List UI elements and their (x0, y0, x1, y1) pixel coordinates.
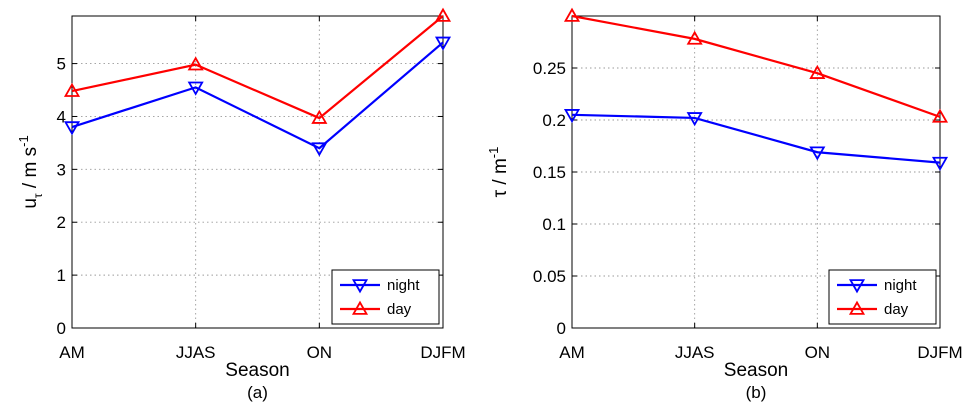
data-point-night (187, 81, 204, 96)
y-axis-label: τ / m-1 (486, 147, 511, 198)
x-tick-label: AM (59, 343, 85, 362)
y-tick-label: 0.2 (542, 111, 566, 130)
data-point-night (931, 156, 949, 171)
data-point-night (63, 121, 81, 136)
series-line-day (571, 14, 941, 118)
y-tick-label: 5 (57, 55, 66, 74)
y-tick-label: 4 (57, 107, 66, 126)
series-day (63, 7, 452, 124)
y-axis-label-sup: -1 (486, 147, 501, 159)
series-day (563, 7, 949, 123)
data-point-day (686, 30, 703, 45)
legend-box (828, 269, 937, 325)
data-point-night (311, 142, 328, 157)
grid (72, 16, 443, 328)
y-tick-label: 0 (57, 319, 66, 338)
x-tick-label: ON (805, 343, 831, 362)
x-tick-label: ON (307, 343, 333, 362)
y-axis-label: uτ / m s-1 (16, 135, 45, 208)
y-tick-label: 0.1 (542, 215, 566, 234)
y-tick-label: 0.15 (533, 163, 566, 182)
legend-box (331, 269, 440, 325)
legend-marker-night (848, 279, 866, 294)
legend-label-day: day (884, 301, 909, 318)
series-line-night (571, 113, 941, 164)
panel-label: (a) (247, 383, 268, 402)
y-axis-label-unit: / m s (20, 147, 41, 193)
legend-marker-night (351, 279, 369, 294)
data-point-day (311, 109, 328, 124)
panel-b: 0 0.05 0.1 0.15 0.2 0.25 AM JJAS ON DJFM night day S… (486, 7, 963, 402)
data-point-night (434, 36, 452, 51)
series-line-night (71, 41, 444, 150)
data-point-night (686, 112, 703, 127)
data-point-night (809, 146, 826, 161)
legend-label-night: night (387, 277, 420, 294)
legend-marker-day (848, 300, 866, 315)
y-axis-label-base: τ (490, 189, 511, 197)
y-tick-label: 2 (57, 213, 66, 232)
data-point-night (563, 109, 581, 124)
legend-label-night: night (884, 277, 917, 294)
data-point-day (63, 82, 81, 97)
legend-marker-day (351, 300, 369, 315)
y-axis-label-base: u (20, 198, 41, 209)
y-tick-label: 0.25 (533, 59, 566, 78)
y-axis-label-unit: / m (490, 158, 511, 190)
series-night (563, 109, 949, 171)
x-tick-label: JJAS (176, 343, 216, 362)
panel-label: (b) (746, 383, 767, 402)
data-point-day (563, 7, 581, 22)
x-axis-label: Season (724, 360, 788, 381)
x-axis-label: Season (225, 360, 289, 381)
y-tick-label: 0 (557, 319, 566, 338)
y-tick-label: 3 (57, 160, 66, 179)
data-point-day (187, 56, 204, 71)
x-tick-label: DJFM (917, 343, 962, 362)
x-tick-label: DJFM (420, 343, 465, 362)
axes-box (71, 15, 444, 329)
data-point-day (434, 7, 452, 22)
series-night (63, 36, 452, 157)
legend-label-day: day (387, 301, 412, 318)
series-line-day (71, 15, 444, 120)
y-tick-label: 0.05 (533, 267, 566, 286)
y-tick-label: 1 (57, 266, 66, 285)
x-tick-label: JJAS (675, 343, 715, 362)
x-tick-label: AM (559, 343, 585, 362)
y-axis-label-sup: -1 (16, 135, 31, 147)
panel-a: 0 1 2 3 4 5 AM JJAS ON DJFM night day Season (a) uτ / … (16, 7, 466, 402)
legend: night day (828, 269, 937, 325)
legend: night day (331, 269, 440, 325)
y-axis-label-sub: τ (31, 193, 45, 198)
data-point-day (809, 64, 826, 79)
data-point-day (931, 108, 949, 123)
